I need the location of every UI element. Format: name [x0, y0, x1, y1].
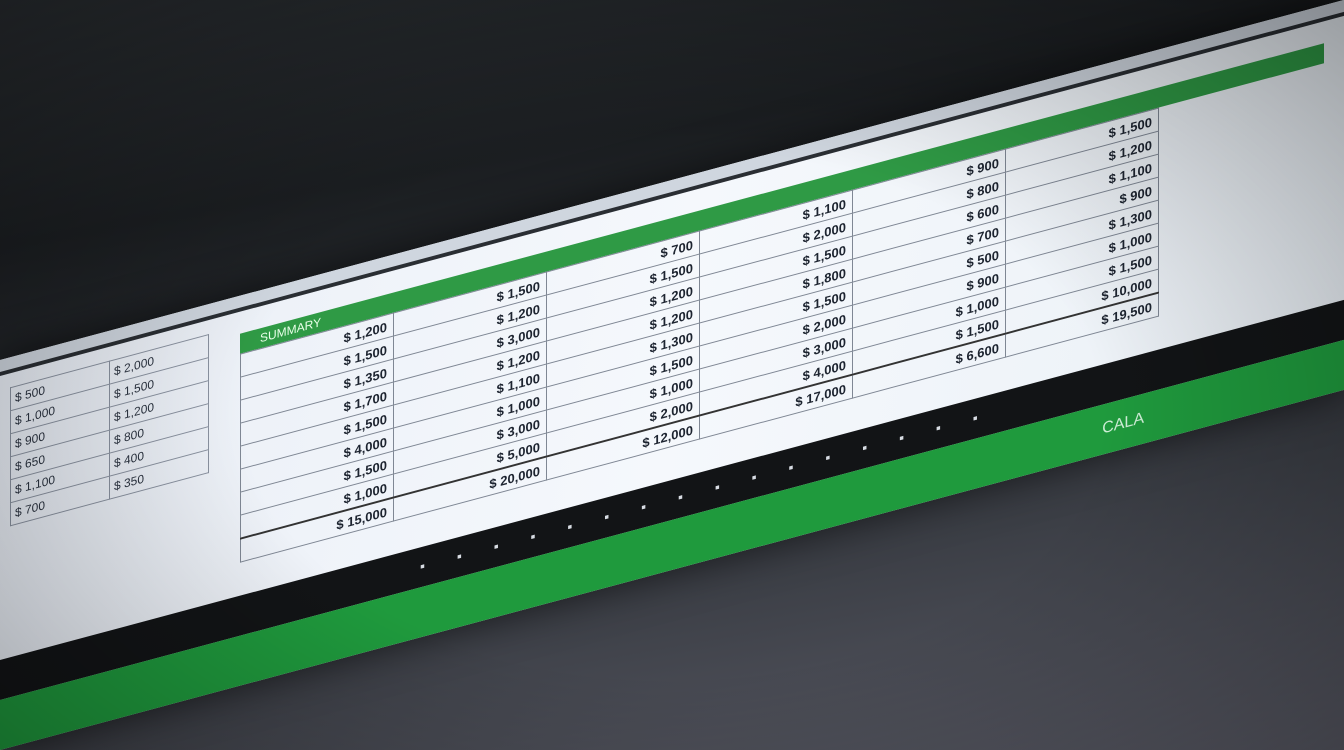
brand-label: CALA: [1102, 409, 1144, 438]
